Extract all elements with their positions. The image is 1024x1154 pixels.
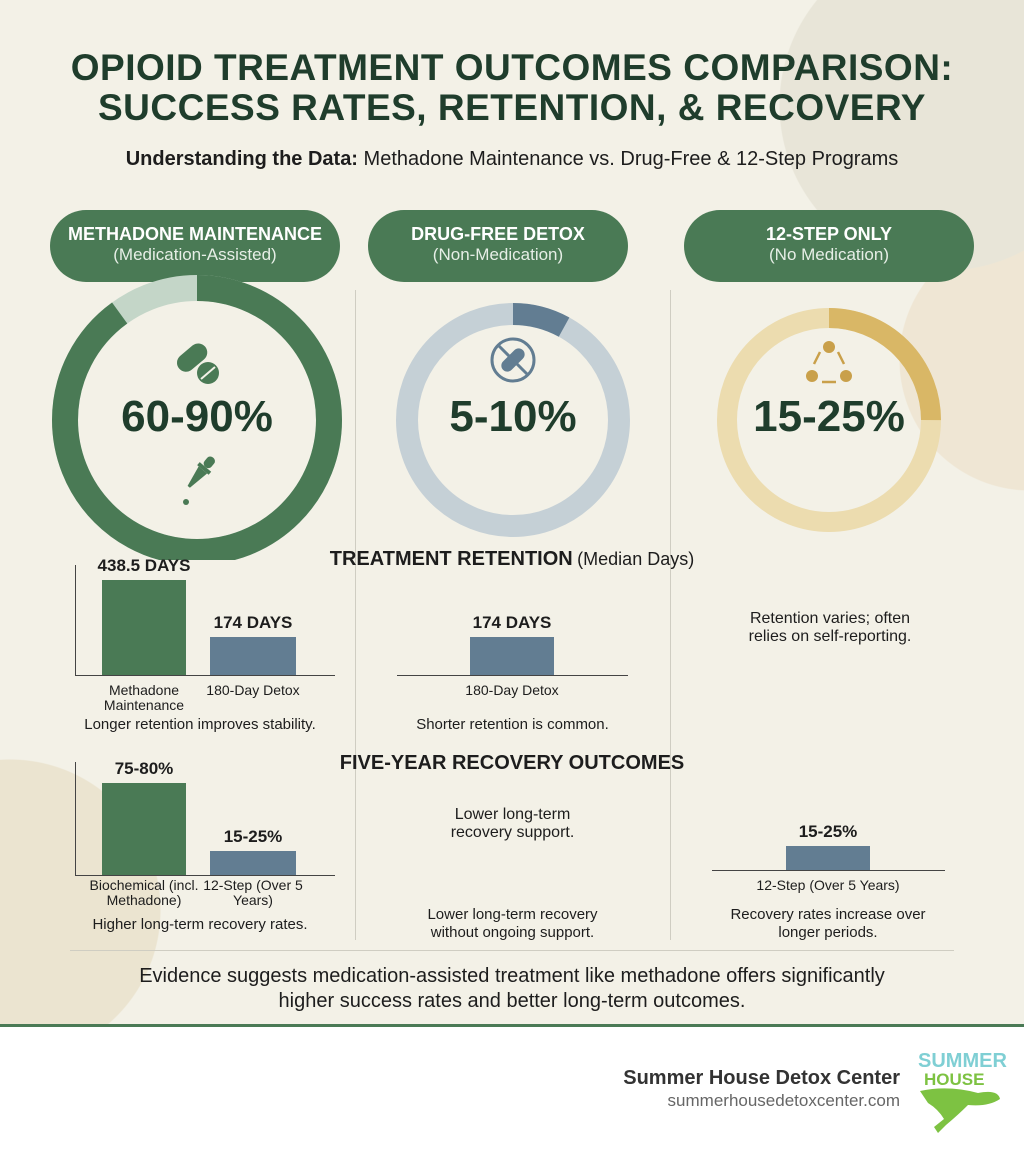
dropper-icon	[183, 456, 215, 505]
svg-text:SUMMER: SUMMER	[918, 1050, 1007, 1072]
bar-label: 438.5 DAYS	[97, 556, 191, 576]
donut-segment	[52, 275, 342, 560]
category-label: 12-Step (Over 5 Years)	[203, 877, 303, 908]
category-label: 180-Day Detox	[206, 682, 300, 698]
subtitle-rest: Methadone Maintenance vs. Drug-Free & 12…	[363, 148, 899, 170]
cycle-people-icon	[806, 341, 852, 384]
rate-methadone: 60-90%	[121, 392, 273, 441]
recovery-col2-top: Lower long-term recovery support.	[450, 806, 575, 841]
program-sub: (No Medication)	[769, 245, 889, 264]
retention-note-3: Retention varies; often relies on self-r…	[748, 610, 912, 645]
y-axis	[75, 565, 76, 675]
recovery-note-3: Recovery rates increase over longer peri…	[730, 906, 926, 941]
conclusion: Evidence suggests medication-assisted tr…	[139, 965, 885, 1012]
recovery-note-2: Lower long-term recovery without ongoing…	[427, 906, 598, 941]
category-label: Biochemical (incl. Methadone)	[89, 877, 199, 908]
program-name: 12-STEP ONLY	[765, 224, 893, 244]
bar-label: 174 DAYS	[472, 613, 552, 633]
bar-detox-retention	[210, 637, 296, 675]
program-pill-12step: 12-STEP ONLY (No Medication)	[684, 210, 974, 282]
program-sub: (Non-Medication)	[432, 245, 564, 264]
column-divider	[670, 290, 671, 940]
page-title-line1: OPIOID TREATMENT OUTCOMES COMPARISON:	[70, 47, 954, 88]
recovery-heading: FIVE-YEAR RECOVERY OUTCOMES	[339, 752, 685, 774]
pill-capsule-icon	[176, 343, 219, 384]
category-label: 180-Day Detox	[465, 682, 559, 698]
x-axis	[75, 875, 335, 876]
column-divider	[355, 290, 356, 940]
donut-segment	[717, 308, 941, 532]
category-label: 12-Step (Over 5 Years)	[756, 877, 900, 893]
retention-unit: (Median Days)	[577, 549, 695, 569]
retention-note-1: Longer retention improves stability.	[84, 716, 316, 733]
donut-charts	[52, 275, 941, 560]
x-axis	[75, 675, 335, 676]
bar-12step-recovery	[786, 846, 870, 870]
recovery-note-1: Higher long-term recovery rates.	[92, 916, 308, 933]
subtitle-bold: Understanding the Data:	[125, 148, 358, 170]
donut-segment	[396, 303, 630, 537]
org-url[interactable]: summerhousedetoxcenter.com	[667, 1091, 900, 1110]
program-sub: (Medication-Assisted)	[113, 245, 277, 264]
x-axis	[712, 870, 945, 871]
bar-label: 15-25%	[798, 822, 858, 842]
x-axis	[397, 675, 628, 676]
bar-label: 15-25%	[223, 827, 283, 847]
summer-house-logo: SUMMER HOUSE	[918, 1050, 1007, 1133]
bar-label: 75-80%	[114, 758, 174, 778]
bar-detox-retention	[470, 637, 554, 675]
footer: Summer House Detox Center summerhousedet…	[0, 1027, 1024, 1154]
bar-biochemical-recovery	[102, 782, 186, 875]
rate-12step: 15-25%	[753, 392, 905, 441]
retention-title: TREATMENT RETENTION	[329, 548, 573, 570]
retention-note-2: Shorter retention is common.	[416, 716, 609, 733]
program-pill-methadone: METHADONE MAINTENANCE (Medication-Assiste…	[50, 210, 340, 282]
bar-label: 174 DAYS	[213, 613, 293, 633]
category-label: Methadone Maintenance	[103, 682, 185, 713]
bar-12step-recovery	[210, 851, 296, 875]
retention-heading: TREATMENT RETENTION (Median Days)	[0, 548, 1024, 571]
divider	[70, 950, 954, 951]
org-name: Summer House Detox Center	[623, 1067, 900, 1089]
no-pills-icon	[490, 337, 536, 383]
program-pill-drugfree: DRUG-FREE DETOX (Non-Medication)	[368, 210, 628, 282]
svg-text:HOUSE: HOUSE	[924, 1070, 984, 1089]
program-name: DRUG-FREE DETOX	[411, 224, 585, 244]
rate-drugfree: 5-10%	[449, 392, 577, 441]
y-axis	[75, 762, 76, 875]
program-name: METHADONE MAINTENANCE	[68, 224, 322, 244]
bar-methadone-retention	[102, 580, 186, 675]
page-title-line2: SUCCESS RATES, RETENTION, & RECOVERY	[98, 87, 926, 128]
footer-rule	[0, 1024, 1024, 1027]
subtitle: Understanding the Data: Methadone Mainte…	[0, 148, 1024, 171]
